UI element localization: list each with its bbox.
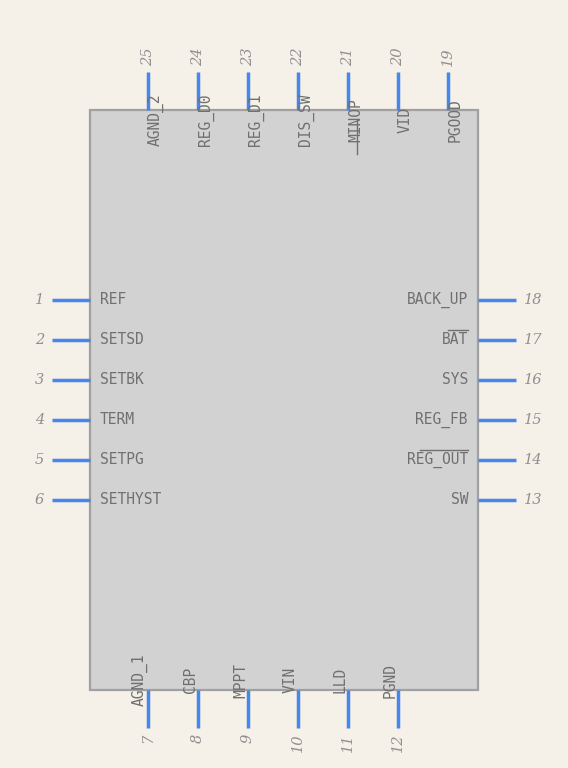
- Text: CBP: CBP: [183, 667, 198, 694]
- Text: SW: SW: [450, 492, 468, 508]
- Text: REG_FB: REG_FB: [416, 412, 468, 428]
- Text: REG_D1: REG_D1: [248, 94, 264, 146]
- Text: VIN: VIN: [283, 667, 298, 694]
- Text: 8: 8: [191, 734, 205, 743]
- Text: 6: 6: [35, 493, 44, 507]
- Text: 2: 2: [35, 333, 44, 347]
- Text: PGOOD: PGOOD: [448, 98, 463, 142]
- Text: 24: 24: [191, 48, 205, 66]
- Text: 1: 1: [35, 293, 44, 307]
- Text: 18: 18: [524, 293, 542, 307]
- Text: 14: 14: [524, 453, 542, 467]
- Text: VID: VID: [398, 107, 413, 133]
- Text: LLD: LLD: [333, 667, 348, 694]
- Text: SYS: SYS: [442, 372, 468, 388]
- Text: 16: 16: [524, 373, 542, 387]
- Text: 13: 13: [524, 493, 542, 507]
- Text: 10: 10: [291, 734, 305, 753]
- Text: 9: 9: [241, 734, 255, 743]
- Text: SETBK: SETBK: [100, 372, 144, 388]
- Text: 15: 15: [524, 413, 542, 427]
- Text: 5: 5: [35, 453, 44, 467]
- Text: MPPT: MPPT: [233, 663, 248, 697]
- Text: SETPG: SETPG: [100, 452, 144, 468]
- Text: DIS_SW: DIS_SW: [298, 94, 314, 146]
- Text: BACK_UP: BACK_UP: [407, 292, 468, 308]
- Text: MINOP: MINOP: [348, 98, 363, 142]
- Text: 23: 23: [241, 48, 255, 66]
- Text: TERM: TERM: [100, 412, 135, 428]
- Text: BAT: BAT: [442, 333, 468, 347]
- Text: 12: 12: [391, 734, 405, 753]
- Text: 7: 7: [141, 734, 155, 743]
- Text: 3: 3: [35, 373, 44, 387]
- Text: 11: 11: [341, 734, 355, 753]
- Text: SETSD: SETSD: [100, 333, 144, 347]
- Text: AGND_1: AGND_1: [132, 654, 148, 707]
- Text: 25: 25: [141, 48, 155, 66]
- Text: 21: 21: [341, 48, 355, 66]
- Text: 19: 19: [441, 48, 455, 66]
- Text: 4: 4: [35, 413, 44, 427]
- Text: REG_D0: REG_D0: [198, 94, 214, 146]
- Text: SETHYST: SETHYST: [100, 492, 161, 508]
- Bar: [90, 110, 478, 690]
- Text: AGND_2: AGND_2: [148, 94, 164, 146]
- Text: REG_OUT: REG_OUT: [407, 452, 468, 468]
- Text: REF: REF: [100, 293, 126, 307]
- Text: 17: 17: [524, 333, 542, 347]
- Text: PGND: PGND: [383, 663, 398, 697]
- Text: 20: 20: [391, 48, 405, 66]
- Text: 22: 22: [291, 48, 305, 66]
